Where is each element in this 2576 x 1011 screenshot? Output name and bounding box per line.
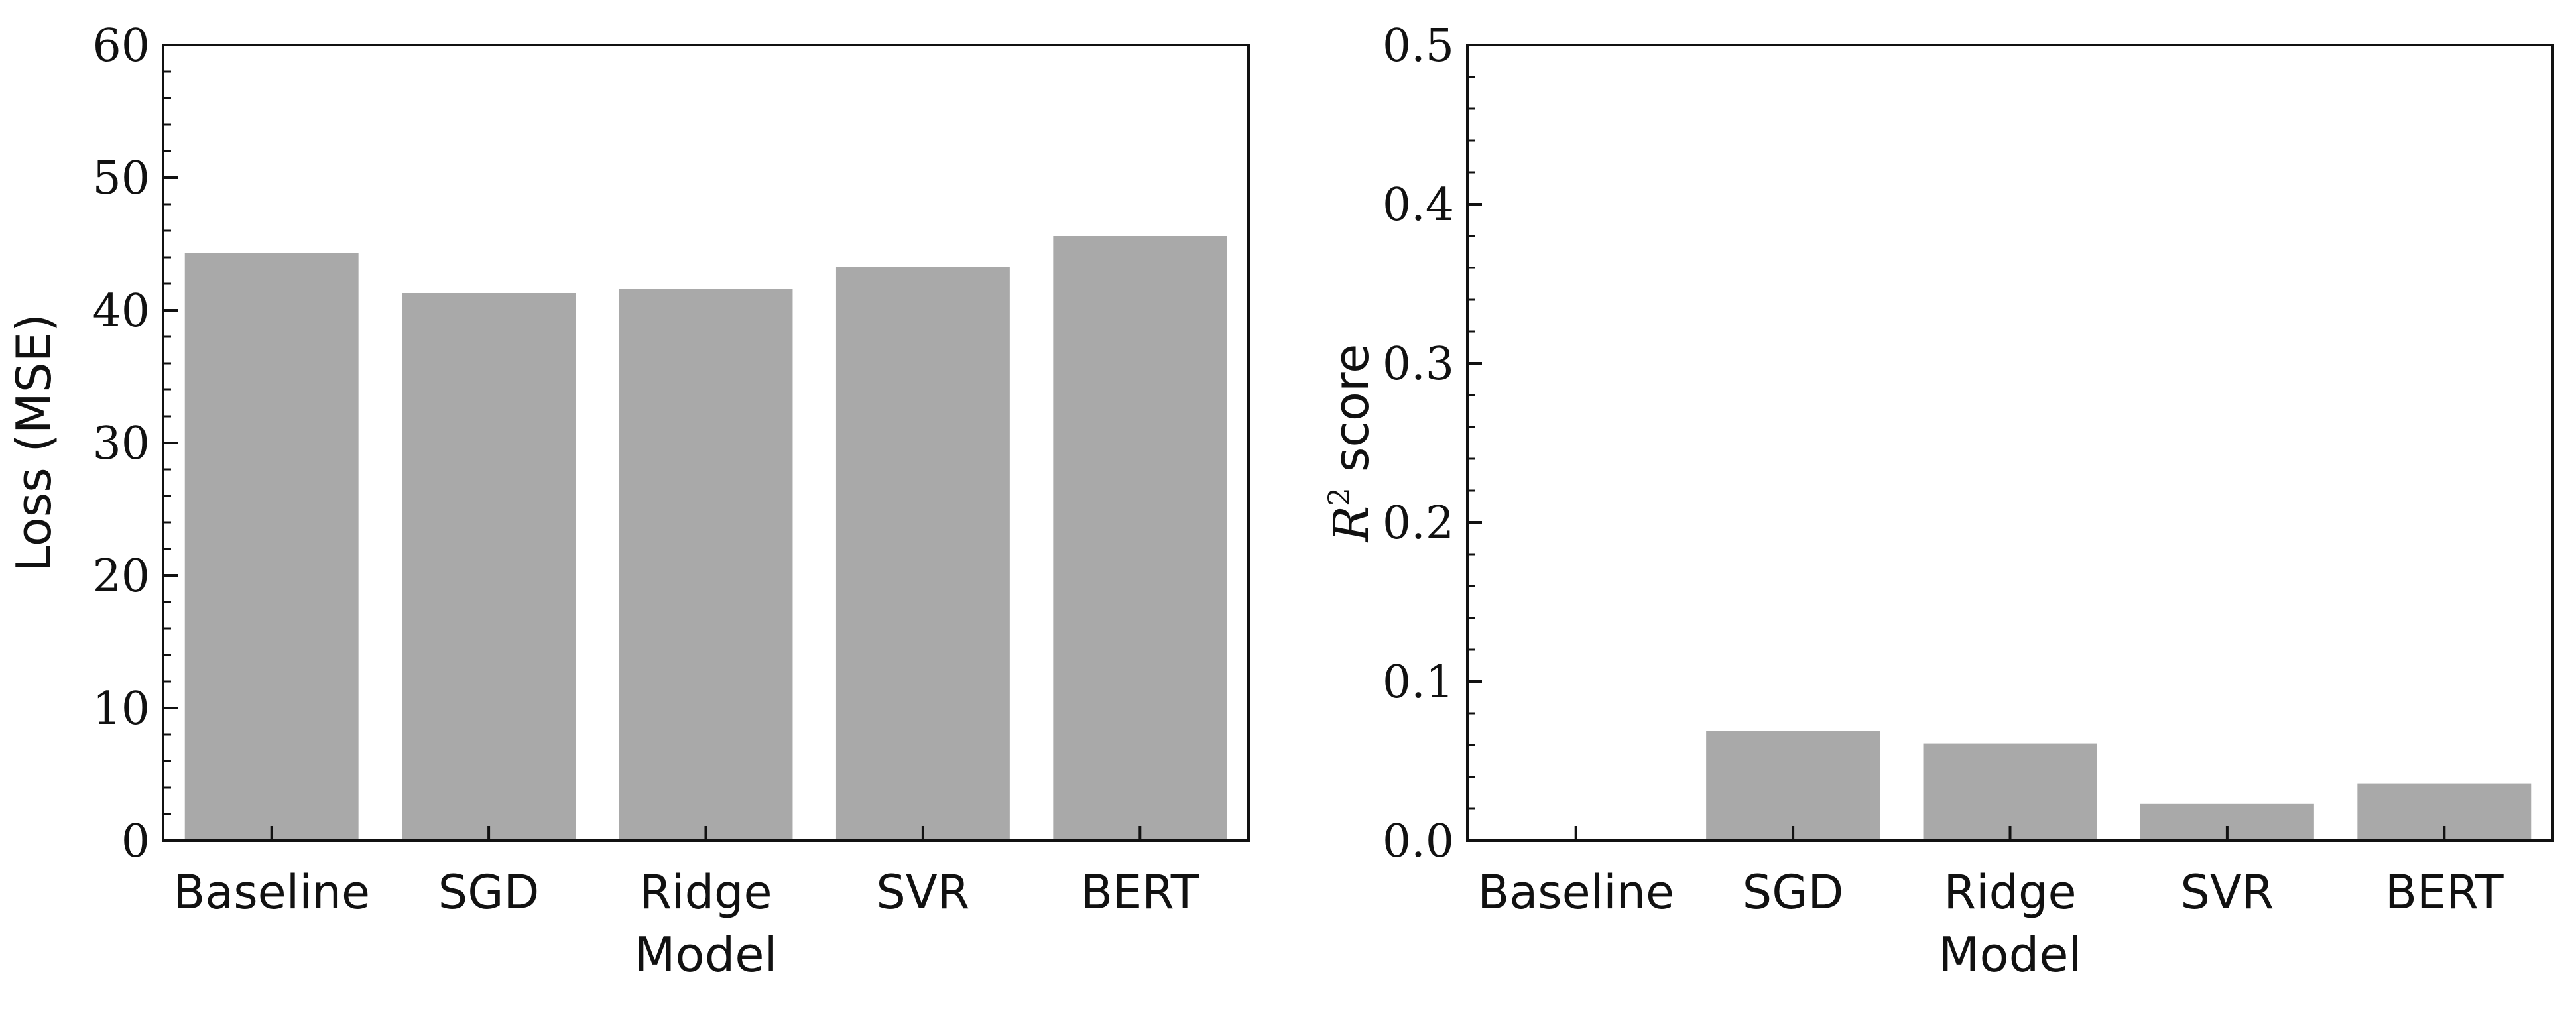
x-tick-label: SVR	[2180, 865, 2274, 920]
x-tick-label: SGD	[1743, 865, 1844, 920]
x-axis-title: Model	[1938, 927, 2081, 982]
y-tick-label: 0.0	[1382, 815, 1454, 868]
y-axis-title: R2 score	[1323, 344, 1379, 544]
y-tick-label: 30	[92, 418, 150, 470]
y-tick-label: 10	[92, 683, 150, 735]
bar-baseline	[184, 253, 359, 841]
y-tick-label: 20	[92, 550, 150, 603]
y-axis-title: Loss (MSE)	[6, 314, 62, 572]
x-tick-label: BERT	[2385, 865, 2504, 920]
chart-loss-mse: 0 10 20 30 40 50 60 Baseline SGD Ridge SVR BERT Mode…	[6, 20, 1250, 982]
bar-bert	[1053, 236, 1227, 841]
x-tick-label: Baseline	[173, 865, 370, 920]
y-tick-label: 50	[92, 152, 150, 205]
y-tick-label: 0.3	[1382, 338, 1454, 390]
x-tick-label: Baseline	[1477, 865, 1674, 920]
y-tick-label: 0.1	[1382, 656, 1454, 709]
y-tick-label: 0	[121, 815, 150, 868]
x-tick-label: SGD	[438, 865, 540, 920]
x-tick-label: Ridge	[1943, 865, 2076, 920]
bar-ridge	[619, 289, 793, 841]
y-tick-label: 0.4	[1382, 179, 1454, 231]
x-tick-label: BERT	[1081, 865, 1199, 920]
bar-svr	[835, 267, 1010, 841]
bar-sgd	[1706, 731, 1880, 841]
y-tick-label: 0.5	[1382, 20, 1454, 72]
y-tick-label: 60	[92, 20, 150, 72]
y-tick-label: 40	[92, 285, 150, 337]
bar-sgd	[402, 293, 576, 841]
chart-r2-score: 0.0 0.1 0.2 0.3 0.4 0.5 Baseline SGD Ridge SVR BER…	[1323, 20, 2554, 982]
x-axis-title: Model	[634, 927, 777, 982]
x-tick-label: Ridge	[639, 865, 772, 920]
bar-ridge	[1923, 743, 2097, 841]
axes-frame	[1466, 44, 2554, 842]
y-tick-label: 0.2	[1382, 497, 1454, 550]
x-tick-label: SVR	[876, 865, 969, 920]
